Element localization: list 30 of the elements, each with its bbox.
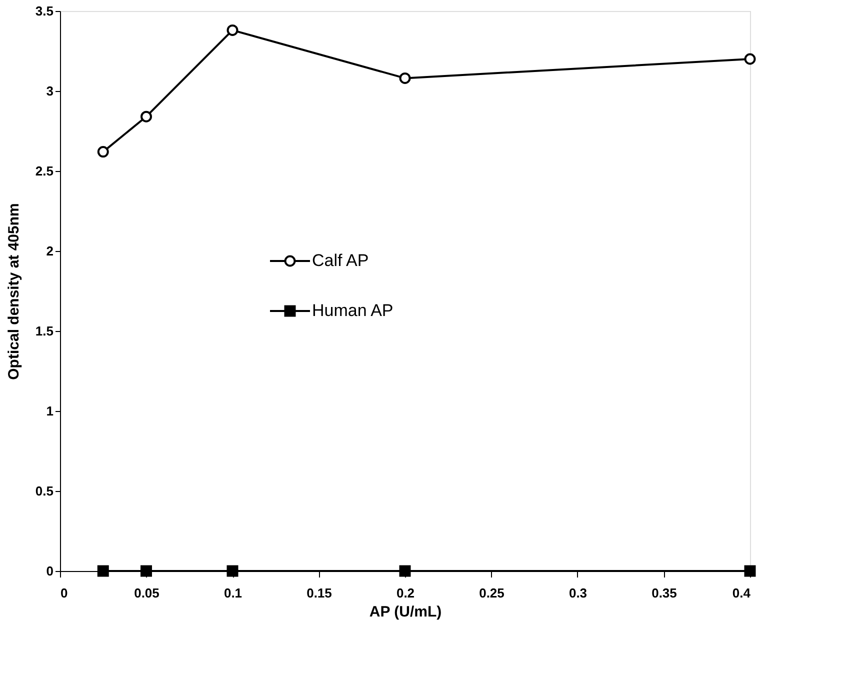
point <box>140 110 152 122</box>
y-tick-label: 3.5 <box>35 4 54 18</box>
y-tick-label: 0.5 <box>35 484 54 498</box>
y-tick-label: 1.5 <box>35 324 54 338</box>
point <box>399 72 411 84</box>
x-tick-label: 0.2 <box>396 586 415 600</box>
y-tick-label: 2.5 <box>35 164 54 178</box>
point <box>399 565 411 577</box>
x-tick-label: 0 <box>60 586 68 600</box>
x-tick-label: 0.25 <box>479 586 504 600</box>
point <box>140 565 152 577</box>
x-tick-label: 0.1 <box>224 586 242 600</box>
x-axis-title: AP (U/mL) <box>369 604 442 620</box>
point <box>97 146 109 158</box>
point <box>226 24 238 36</box>
legend-label: Human AP <box>312 301 394 320</box>
y-tick-label: 3 <box>46 84 54 98</box>
y-tick-label: 2 <box>46 244 54 258</box>
x-tick-label: 0.4 <box>732 586 752 600</box>
y-tick-label: 0 <box>46 564 54 578</box>
x-tick-label: 0.15 <box>306 586 332 600</box>
point <box>97 565 109 577</box>
legend-label: Calf AP <box>312 251 369 270</box>
x-tick-label: 0.05 <box>134 586 160 600</box>
y-tick-label: 1 <box>46 404 54 418</box>
x-tick-label: 0.3 <box>568 586 588 600</box>
y-axis-title: Optical density at 405nm <box>5 203 22 380</box>
x-tick-label: 0.35 <box>652 586 677 600</box>
point <box>226 565 238 577</box>
point <box>744 53 756 65</box>
